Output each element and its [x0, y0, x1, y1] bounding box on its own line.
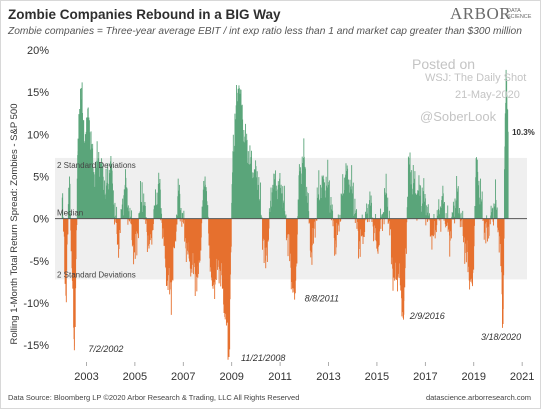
y-tick-label: -5%	[29, 256, 49, 268]
upper-band-label: 2 Standard Deviations	[57, 161, 136, 170]
x-tick-label: 2019	[462, 371, 486, 383]
y-tick-label: 15%	[27, 87, 49, 99]
x-tick-label: 2011	[268, 371, 292, 383]
watermark-handle: @SoberLook	[420, 109, 497, 124]
y-axis-title: Rolling 1-Month Total Return Spread: Zom…	[9, 104, 20, 345]
arbor-logo-subtitle: DATA SCIENCE	[507, 8, 532, 20]
x-tick-label: 2009	[219, 371, 243, 383]
footer-website: datascience.arborresearch.com	[425, 393, 531, 402]
arbor-logo: ARBOR	[450, 4, 512, 23]
x-tick-label: 2013	[316, 371, 340, 383]
x-tick-label: 2015	[365, 371, 389, 383]
event-annotation: 7/2/2002	[88, 344, 123, 354]
x-tick-label: 2003	[74, 371, 98, 383]
y-tick-label: 5%	[33, 171, 49, 183]
y-tick-label: -10%	[23, 298, 49, 310]
y-tick-label: 0%	[33, 214, 49, 226]
watermark-date: 21-May-2020	[455, 89, 520, 101]
event-annotation: 8/8/2011	[305, 294, 339, 304]
series-positive-spread	[61, 69, 509, 219]
y-tick-label: -15%	[23, 340, 49, 352]
x-tick-label: 2021	[510, 371, 534, 383]
lower-band-label: 2 Standard Deviations	[57, 270, 136, 279]
event-annotation: 11/21/2008	[241, 353, 285, 363]
event-annotation: 3/18/2020	[481, 332, 521, 342]
y-tick-label: 10%	[27, 129, 49, 141]
footer-source: Data Source: Bloomberg LP ©2020 Arbor Re…	[8, 393, 300, 402]
median-label: Median	[57, 209, 83, 218]
watermark-posted: Posted on	[412, 56, 476, 72]
chart-subtitle: Zombie companies = Three-year average EB…	[8, 26, 522, 37]
x-tick-label: 2017	[413, 371, 437, 383]
x-tick-label: 2005	[123, 371, 147, 383]
chart-title: Zombie Companies Rebound in a BIG Way	[8, 7, 281, 22]
event-annotation: 2/9/2016	[409, 311, 445, 321]
watermark-source: WSJ: The Daily Shot	[425, 72, 527, 84]
last-value-label: 10.3%	[512, 128, 535, 137]
x-tick-label: 2007	[171, 371, 195, 383]
y-tick-label: 20%	[27, 45, 49, 57]
